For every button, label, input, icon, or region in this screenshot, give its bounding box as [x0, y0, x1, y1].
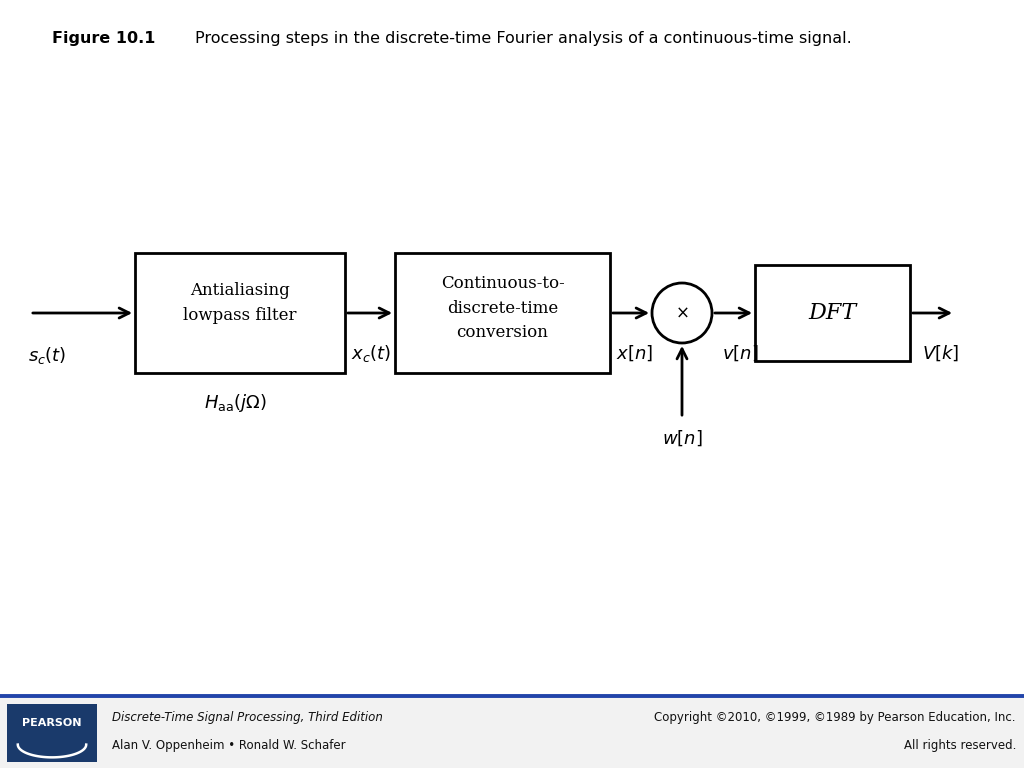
- Text: Antialiasing
lowpass filter: Antialiasing lowpass filter: [183, 282, 297, 324]
- Text: Copyright ©2010, ©1999, ©1989 by Pearson Education, Inc.: Copyright ©2010, ©1999, ©1989 by Pearson…: [654, 711, 1016, 724]
- Bar: [135, 253, 345, 373]
- Text: DFT: DFT: [808, 302, 857, 324]
- Text: Continuous-to-
discrete-time
conversion: Continuous-to- discrete-time conversion: [440, 275, 564, 341]
- Text: $v[n]$: $v[n]$: [722, 343, 759, 362]
- Text: Processing steps in the discrete-time Fourier analysis of a continuous-time sign: Processing steps in the discrete-time Fo…: [195, 31, 852, 45]
- Bar: [755, 265, 910, 361]
- Text: Figure 10.1: Figure 10.1: [52, 31, 156, 45]
- Text: $s_c(t)$: $s_c(t)$: [28, 345, 67, 366]
- Text: $x_c(t)$: $x_c(t)$: [351, 343, 391, 363]
- Bar: [0, 696, 1024, 768]
- Text: All rights reserved.: All rights reserved.: [903, 740, 1016, 753]
- Bar: [7, 704, 97, 762]
- Text: Alan V. Oppenheim • Ronald W. Schafer: Alan V. Oppenheim • Ronald W. Schafer: [112, 740, 346, 753]
- Bar: [395, 253, 610, 373]
- Circle shape: [652, 283, 712, 343]
- Text: Discrete-Time Signal Processing, Third Edition: Discrete-Time Signal Processing, Third E…: [112, 711, 383, 724]
- Text: PEARSON: PEARSON: [23, 717, 82, 727]
- Text: $V[k]$: $V[k]$: [922, 343, 959, 362]
- Text: $w[n]$: $w[n]$: [662, 429, 702, 448]
- Text: $x[n]$: $x[n]$: [616, 343, 653, 362]
- Text: $H_{\rm aa}(j\Omega)$: $H_{\rm aa}(j\Omega)$: [204, 392, 266, 414]
- Text: $\times$: $\times$: [675, 304, 689, 322]
